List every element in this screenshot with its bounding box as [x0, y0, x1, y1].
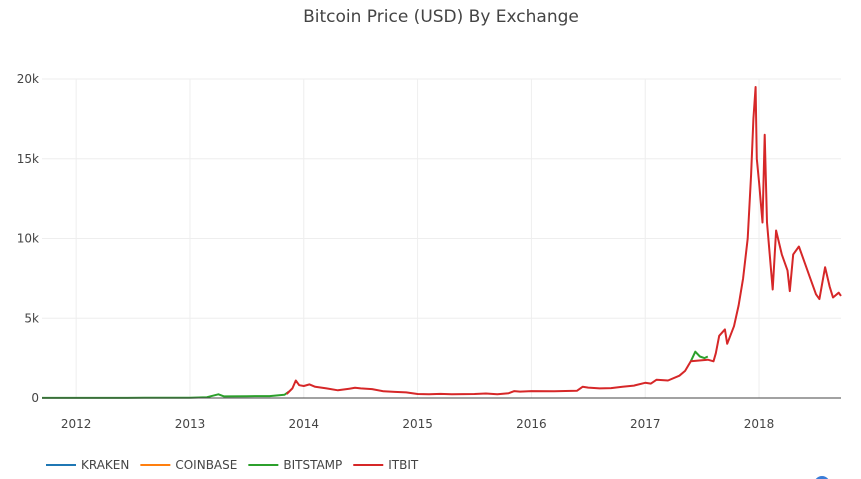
y-tick-label: 0 — [31, 391, 39, 405]
series-line-bitstamp[interactable] — [42, 350, 709, 399]
y-tick-label: 10k — [17, 232, 39, 246]
legend-item-coinbase[interactable]: COINBASE — [140, 458, 237, 472]
y-tick-label: 15k — [17, 152, 39, 166]
y-axis-ticks: 0 5k 10k 15k 20k — [17, 72, 39, 405]
x-tick-label: 2014 — [289, 417, 320, 431]
gridlines — [42, 78, 841, 398]
x-tick-label: 2015 — [402, 417, 433, 431]
series-lines[interactable] — [42, 86, 842, 399]
y-tick-label: 20k — [17, 72, 39, 86]
legend-label: ITBIT — [388, 458, 419, 472]
legend-item-itbit[interactable]: ITBIT — [353, 458, 419, 472]
modebar-icon[interactable] — [814, 476, 830, 479]
x-tick-label: 2016 — [516, 417, 547, 431]
x-tick-label: 2013 — [175, 417, 206, 431]
x-tick-label: 2012 — [61, 417, 92, 431]
x-tick-label: 2017 — [630, 417, 661, 431]
x-axis-ticks: 2012 2013 2014 2015 2016 2017 2018 — [61, 417, 774, 431]
x-tick-label: 2018 — [744, 417, 775, 431]
legend-label: COINBASE — [175, 458, 237, 472]
y-tick-label: 5k — [24, 311, 39, 325]
legend[interactable]: KRAKEN COINBASE BITSTAMP ITBIT — [46, 458, 419, 472]
series-line-itbit[interactable] — [285, 86, 842, 396]
legend-label: BITSTAMP — [283, 458, 342, 472]
legend-item-bitstamp[interactable]: BITSTAMP — [248, 458, 342, 472]
chart-title: Bitcoin Price (USD) By Exchange — [303, 7, 579, 27]
legend-label: KRAKEN — [81, 458, 129, 472]
legend-item-kraken[interactable]: KRAKEN — [46, 458, 129, 472]
